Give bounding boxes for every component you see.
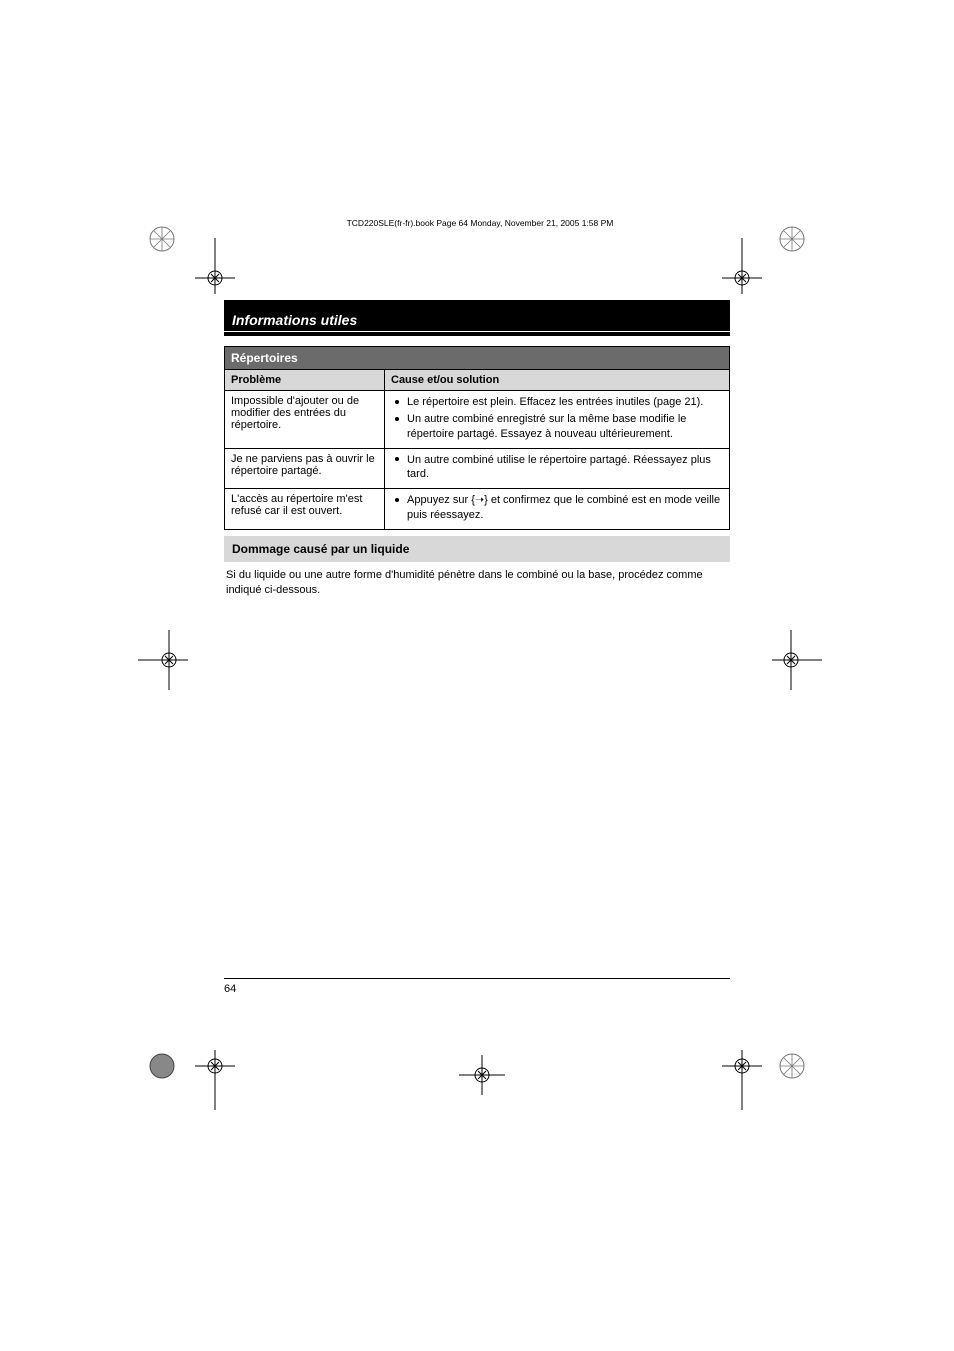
solution-item: Appuyez sur {➝} et confirmez que le comb…: [395, 493, 723, 523]
page-body: Informations utiles Répertoires Problème…: [224, 300, 730, 599]
header-underline: [224, 332, 730, 336]
solution-cell: Un autre combiné utilise le répertoire p…: [385, 448, 730, 489]
section-title: Informations utiles: [224, 307, 730, 331]
subsection-body: Si du liquide ou une autre forme d'humid…: [224, 562, 730, 599]
crosshair-icon: [451, 1035, 513, 1115]
table-row: Je ne parviens pas à ouvrir le répertoir…: [225, 448, 730, 489]
solution-cell: Appuyez sur {➝} et confirmez que le comb…: [385, 489, 730, 530]
solution-item: Un autre combiné utilise le répertoire p…: [395, 453, 723, 483]
page-number: 64: [224, 983, 236, 995]
crosshair-icon: [760, 620, 822, 700]
problem-cell: L'accès au répertoire m'est refusé car i…: [225, 489, 385, 530]
solution-item: Un autre combiné enregistré sur la même …: [395, 412, 723, 442]
solution-cell: Le répertoire est plein. Effacez les ent…: [385, 391, 730, 449]
file-path-header: TCD220SLE(fr-fr).book Page 64 Monday, No…: [230, 218, 730, 228]
table-section-header: Répertoires: [225, 347, 730, 370]
solution-item: Le répertoire est plein. Effacez les ent…: [395, 395, 723, 410]
table-row: Impossible d'ajouter ou de modifier des …: [225, 391, 730, 449]
subsection-heading: Dommage causé par un liquide: [224, 536, 730, 562]
troubleshooting-table: Répertoires Problème Cause et/ou solutio…: [224, 346, 730, 530]
table-column-header: Problème: [225, 370, 385, 391]
crosshair-icon: [195, 1030, 257, 1110]
table-column-header: Cause et/ou solution: [385, 370, 730, 391]
problem-cell: Je ne parviens pas à ouvrir le répertoir…: [225, 448, 385, 489]
page-footer: 64: [224, 978, 730, 995]
crosshair-icon: [138, 620, 200, 700]
table-row: L'accès au répertoire m'est refusé car i…: [225, 489, 730, 530]
crosshair-icon: [700, 1030, 762, 1110]
header-bar: [224, 300, 730, 307]
problem-cell: Impossible d'ajouter ou de modifier des …: [225, 391, 385, 449]
